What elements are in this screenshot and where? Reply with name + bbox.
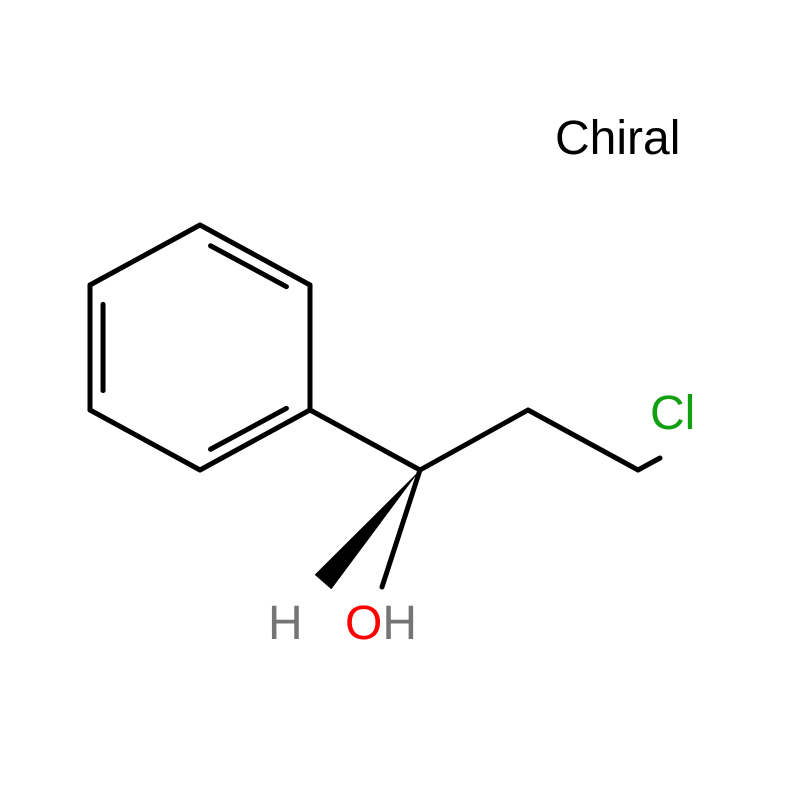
hydrogen-atom-label: H [268, 600, 303, 648]
chlorine-atom-label: Cl [650, 390, 695, 438]
hydroxyl-oxygen: O [345, 597, 382, 650]
chiral-annotation: Chiral [555, 115, 680, 163]
hydroxyl-group-label: OH [345, 600, 417, 648]
hydroxyl-hydrogen: H [382, 597, 417, 650]
